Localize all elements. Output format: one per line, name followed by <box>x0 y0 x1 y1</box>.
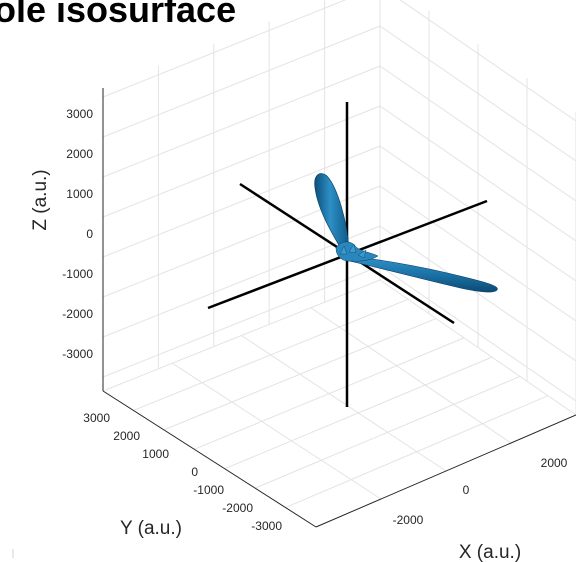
z-tick-label: 3000 <box>66 107 93 121</box>
isosurface <box>314 173 498 293</box>
grid-line <box>399 0 576 122</box>
chart-title: ole isosurface <box>0 0 236 30</box>
y-axis-line <box>102 390 317 528</box>
grid-line <box>102 0 347 98</box>
isosurface-small-fin <box>339 243 367 259</box>
y-tick-label: 0 <box>191 465 198 479</box>
grid-line <box>171 362 382 500</box>
grid-line <box>310 307 512 444</box>
z-tick-label: 1000 <box>66 187 93 201</box>
x-tick-label: 2000 <box>541 456 568 470</box>
x-tick-label: 0 <box>463 483 470 497</box>
y-tick-label: -1000 <box>193 483 224 497</box>
y-tick-label: -2000 <box>222 501 253 515</box>
grid-line <box>379 265 576 402</box>
grid-line <box>102 265 381 378</box>
grid-line <box>379 65 576 202</box>
y-tick-label: 3000 <box>83 411 110 425</box>
grid-line <box>379 145 576 282</box>
z-axis-label: Z (a.u.) <box>30 169 51 230</box>
grid-line <box>379 25 576 162</box>
y-tick-label: -3000 <box>251 519 282 533</box>
grid-line <box>102 145 381 258</box>
z-tick-label: -3000 <box>62 347 93 361</box>
z-tick-label: -1000 <box>62 267 93 281</box>
grid-line <box>241 335 447 472</box>
isosurface-lobe-upper <box>314 173 350 255</box>
y-tick-label: 1000 <box>142 447 169 461</box>
x-tick-label: -2000 <box>393 513 424 527</box>
y-tick-labels: 3000 2000 1000 0 -1000 -2000 -3000 <box>83 411 282 533</box>
isosurface-lobe-right <box>344 255 498 293</box>
grid-line <box>379 185 576 322</box>
axes <box>102 88 576 528</box>
z-tick-label: -2000 <box>62 307 93 321</box>
y-tick-label: 2000 <box>113 429 140 443</box>
y-axis-label: Y (a.u.) <box>120 518 182 539</box>
x-axis-line <box>315 414 576 528</box>
isosurface-center-knot <box>335 241 379 262</box>
grid-line <box>102 279 381 392</box>
grid-line <box>102 105 381 218</box>
z-tick-label: 2000 <box>66 147 93 161</box>
z-tick-labels: 3000 2000 1000 0 -1000 -2000 -3000 <box>62 107 93 361</box>
z-tick-label: 0 <box>86 227 93 241</box>
grid-line <box>379 279 576 416</box>
grid-line <box>102 65 381 178</box>
grid-line <box>102 25 381 138</box>
grid-line <box>379 225 576 362</box>
x-tick-labels: -2000 0 2000 <box>393 456 568 527</box>
grid-line <box>379 105 576 242</box>
x-axis-label: X (a.u.) <box>459 542 521 562</box>
